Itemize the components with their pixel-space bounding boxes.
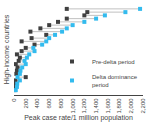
svg-text:1,800: 1,800	[117, 98, 123, 114]
svg-text:High-income countries: High-income countries	[3, 14, 11, 84]
svg-text:400: 400	[34, 98, 40, 109]
svg-text:2,200: 2,200	[140, 98, 146, 114]
svg-text:800: 800	[58, 98, 64, 109]
svg-text:1,600: 1,600	[105, 98, 111, 114]
svg-text:200: 200	[23, 98, 29, 109]
svg-text:Delta dominanceperiod: Delta dominanceperiod	[92, 74, 138, 88]
svg-text:0: 0	[11, 98, 17, 102]
svg-text:Peak case rate/1 million popul: Peak case rate/1 million population	[24, 114, 133, 122]
svg-text:2,000: 2,000	[128, 98, 134, 114]
svg-text:600: 600	[46, 98, 52, 109]
svg-text:1,200: 1,200	[81, 98, 87, 114]
svg-text:1,000: 1,000	[70, 98, 76, 114]
svg-text:Pre-delta period: Pre-delta period	[92, 59, 135, 65]
svg-text:1,400: 1,400	[93, 98, 99, 114]
